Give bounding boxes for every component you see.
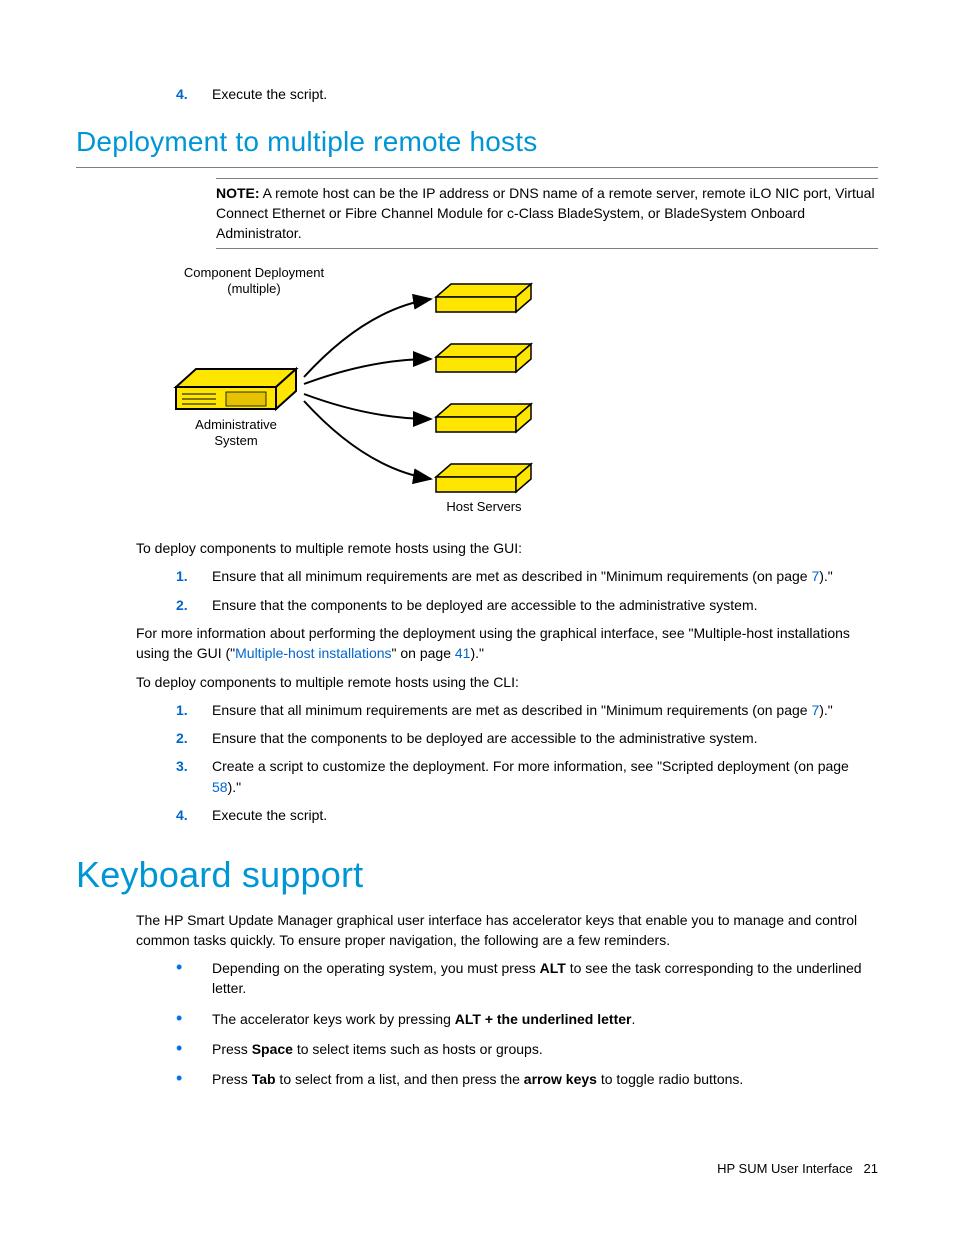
list-number: 2.: [176, 728, 212, 748]
arrow-icon: [304, 359, 431, 384]
bullet-item: • Press Space to select items such as ho…: [176, 1039, 878, 1059]
paragraph: To deploy components to multiple remote …: [136, 672, 878, 692]
list-text: Ensure that all minimum requirements are…: [212, 700, 878, 720]
list-item: 1. Ensure that all minimum requirements …: [176, 700, 878, 720]
note-label: NOTE:: [216, 185, 260, 201]
section-heading-keyboard: Keyboard support: [76, 849, 878, 901]
diagram-svg: Component Deployment (multiple) Administ…: [136, 259, 616, 519]
list-number: 1.: [176, 700, 212, 720]
diagram-label-hosts: Host Servers: [446, 499, 522, 514]
bullet-item: • Depending on the operating system, you…: [176, 958, 878, 999]
list-text: Ensure that the components to be deploye…: [212, 595, 878, 615]
list-text: Ensure that all minimum requirements are…: [212, 566, 878, 586]
note-rule-top: [216, 178, 878, 179]
paragraph: To deploy components to multiple remote …: [136, 538, 878, 558]
bullet-icon: •: [176, 1069, 212, 1089]
bullet-text: Press Tab to select from a list, and the…: [212, 1069, 878, 1089]
list-item: 2. Ensure that the components to be depl…: [176, 728, 878, 748]
host-server-icon: [436, 344, 531, 372]
diagram-label-top1: Component Deployment: [184, 265, 325, 280]
list-item: 1. Ensure that all minimum requirements …: [176, 566, 878, 586]
bullet-text: Depending on the operating system, you m…: [212, 958, 878, 999]
note-text: NOTE: A remote host can be the IP addres…: [216, 183, 878, 244]
bullet-item: • The accelerator keys work by pressing …: [176, 1009, 878, 1029]
host-server-icon: [436, 464, 531, 492]
section-heading-deployment: Deployment to multiple remote hosts: [76, 122, 878, 163]
paragraph: For more information about performing th…: [136, 623, 878, 664]
host-server-icon: [436, 404, 531, 432]
list-text: Ensure that the components to be deploye…: [212, 728, 878, 748]
list-number: 4.: [176, 805, 212, 825]
admin-server-icon: [176, 369, 296, 409]
list-item: 3. Create a script to customize the depl…: [176, 756, 878, 797]
list-item: 4. Execute the script.: [176, 805, 878, 825]
bullet-text: The accelerator keys work by pressing AL…: [212, 1009, 878, 1029]
deployment-diagram: Component Deployment (multiple) Administ…: [136, 259, 878, 524]
list-text: Execute the script.: [212, 805, 878, 825]
page-link[interactable]: 58: [212, 779, 228, 795]
diagram-label-top2: (multiple): [227, 281, 280, 296]
page-footer: HP SUM User Interface 21: [717, 1160, 878, 1179]
note-body: A remote host can be the IP address or D…: [216, 185, 875, 242]
bullet-icon: •: [176, 958, 212, 999]
list-number: 2.: [176, 595, 212, 615]
section-rule: [76, 167, 878, 168]
inline-link[interactable]: Multiple-host installations: [235, 645, 391, 661]
list-number: 4.: [176, 84, 212, 104]
bullet-icon: •: [176, 1039, 212, 1059]
diagram-label-admin2: System: [214, 433, 257, 448]
list-item: 2. Ensure that the components to be depl…: [176, 595, 878, 615]
footer-page-number: 21: [864, 1161, 878, 1176]
paragraph: The HP Smart Update Manager graphical us…: [136, 910, 878, 951]
list-text: Create a script to customize the deploym…: [212, 756, 878, 797]
list-number: 1.: [176, 566, 212, 586]
bullet-text: Press Space to select items such as host…: [212, 1039, 878, 1059]
bullet-item: • Press Tab to select from a list, and t…: [176, 1069, 878, 1089]
bullet-icon: •: [176, 1009, 212, 1029]
host-server-icon: [436, 284, 531, 312]
list-item: 4. Execute the script.: [176, 84, 878, 104]
arrow-icon: [304, 394, 431, 419]
list-text: Execute the script.: [212, 84, 878, 104]
footer-text: HP SUM User Interface: [717, 1161, 853, 1176]
note-box: NOTE: A remote host can be the IP addres…: [216, 178, 878, 249]
note-rule-bottom: [216, 248, 878, 249]
list-number: 3.: [176, 756, 212, 797]
page-link[interactable]: 41: [455, 645, 471, 661]
diagram-label-admin1: Administrative: [195, 417, 277, 432]
